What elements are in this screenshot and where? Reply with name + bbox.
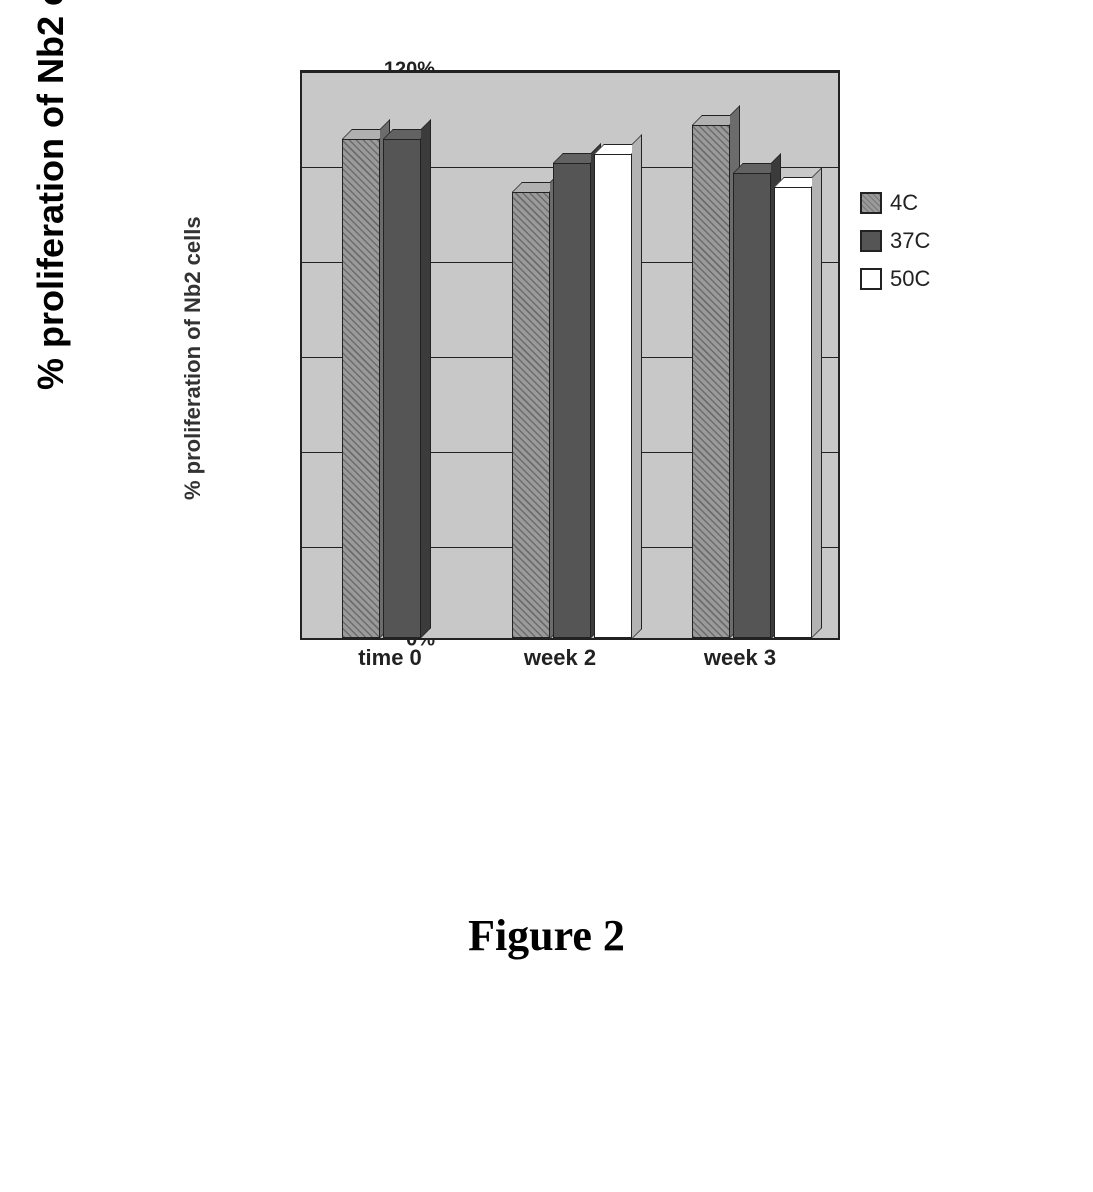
- inner-y-axis-label: % proliferation of Nb2 cells: [180, 216, 206, 500]
- chart-wrapper: % proliferation of Nb2 cells 120% 100% 8…: [170, 60, 990, 760]
- bar-front: [342, 139, 380, 638]
- grid-line: [302, 72, 838, 73]
- plot-area: [300, 70, 840, 640]
- legend-swatch-4c: [860, 192, 882, 214]
- bar: [594, 154, 632, 639]
- bar: [383, 139, 421, 638]
- legend-item-4c: 4C: [860, 190, 930, 216]
- legend-item-50c: 50C: [860, 266, 930, 292]
- bar-side: [812, 167, 822, 638]
- legend: 4C 37C 50C: [860, 190, 930, 304]
- figure-container: % proliferation of Nb2 cells % prolifera…: [40, 40, 1053, 1152]
- outer-y-axis-label: % proliferation of Nb2 cells: [30, 0, 72, 390]
- bar: [774, 187, 812, 638]
- bar: [733, 173, 771, 639]
- bar-front: [594, 154, 632, 639]
- legend-item-37c: 37C: [860, 228, 930, 254]
- figure-caption: Figure 2: [40, 910, 1053, 961]
- legend-label: 37C: [890, 228, 930, 254]
- legend-swatch-50c: [860, 268, 882, 290]
- bar-front: [512, 192, 550, 639]
- bar-front: [774, 187, 812, 638]
- legend-swatch-37c: [860, 230, 882, 252]
- bar: [692, 125, 730, 638]
- bar-front: [553, 163, 591, 638]
- bar-side: [421, 119, 431, 638]
- xtick-time0: time 0: [330, 645, 450, 671]
- bar-front: [383, 139, 421, 638]
- bar: [342, 139, 380, 638]
- xtick-week2: week 2: [500, 645, 620, 671]
- bar: [512, 192, 550, 639]
- bar-side: [632, 134, 642, 639]
- bar-front: [733, 173, 771, 639]
- bar: [553, 163, 591, 638]
- xtick-week3: week 3: [680, 645, 800, 671]
- legend-label: 50C: [890, 266, 930, 292]
- legend-label: 4C: [890, 190, 918, 216]
- bar-front: [692, 125, 730, 638]
